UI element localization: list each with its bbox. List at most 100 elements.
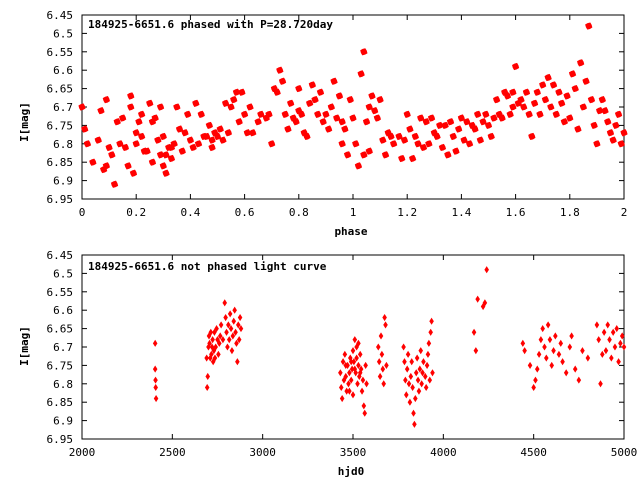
phased-data-point xyxy=(241,110,249,118)
phased-data-point xyxy=(341,125,349,133)
unphased-data-point xyxy=(216,350,221,358)
unphased-data-point xyxy=(348,358,354,366)
phased-data-point xyxy=(316,88,325,96)
phased-y-tick-label: 6.45 xyxy=(47,9,74,22)
unphased-data-point xyxy=(360,376,366,384)
phased-data-point xyxy=(186,136,194,144)
phased-x-tick-label: 0 xyxy=(79,206,86,219)
phased-data-point xyxy=(566,114,574,122)
unphased-data-point xyxy=(210,336,215,344)
phased-data-point xyxy=(577,59,585,67)
unphased-x-tick-label: 5000 xyxy=(611,446,638,459)
phased-data-point xyxy=(216,125,224,133)
phased-data-point xyxy=(148,158,157,166)
unphased-data-point xyxy=(551,347,556,355)
unphased-x-tick-label: 2500 xyxy=(159,446,186,459)
phased-light-curve-panel: 184925-6651.6 phased with P=28.720day ph… xyxy=(18,9,628,238)
phased-data-point xyxy=(449,132,457,141)
phased-data-point xyxy=(362,118,371,126)
phased-data-point xyxy=(560,118,568,126)
unphased-data-point xyxy=(405,350,411,358)
phased-data-point xyxy=(598,96,606,104)
unphased-y-tick-label: 6.6 xyxy=(53,304,73,317)
phased-data-point xyxy=(287,99,295,107)
unphased-data-point xyxy=(217,332,223,340)
unphased-data-point xyxy=(471,328,477,336)
phased-data-point xyxy=(455,125,463,133)
phased-data-point xyxy=(503,92,512,100)
phased-data-point xyxy=(493,96,501,104)
unphased-data-point xyxy=(226,336,232,344)
phased-data-point xyxy=(243,129,251,137)
phased-data-point xyxy=(387,132,395,141)
unphased-data-point xyxy=(225,343,230,351)
phased-data-point xyxy=(295,85,303,93)
phased-data-point xyxy=(563,92,571,100)
phased-data-point xyxy=(146,99,154,107)
unphased-data-point xyxy=(418,347,424,355)
phased-data-point xyxy=(338,118,346,126)
phased-data-point xyxy=(617,140,625,148)
unphased-data-point xyxy=(411,409,416,417)
phased-data-point xyxy=(419,143,428,152)
phased-data-point xyxy=(593,140,601,148)
unphased-data-point xyxy=(522,347,527,355)
unphased-data-point xyxy=(377,372,383,380)
phased-data-point xyxy=(138,110,146,118)
phased-data-point xyxy=(227,103,235,111)
phased-data-point xyxy=(552,110,560,118)
unphased-data-point xyxy=(346,380,351,388)
unphased-data-point xyxy=(612,343,618,351)
phased-data-point xyxy=(333,114,341,122)
phased-y-tick-label: 6.9 xyxy=(53,175,73,188)
unphased-data-point xyxy=(527,361,533,369)
phased-data-point xyxy=(151,114,159,122)
unphased-y-tick-label: 6.85 xyxy=(47,396,74,409)
phased-data-point xyxy=(278,77,287,85)
phased-data-point xyxy=(579,103,587,111)
phased-data-point xyxy=(219,136,227,144)
unphased-data-point xyxy=(409,358,414,366)
phased-data-point xyxy=(138,132,146,141)
phased-data-point xyxy=(614,110,623,118)
phased-x-tick-label: 0.8 xyxy=(289,206,309,219)
unphased-data-point xyxy=(540,325,545,333)
unphased-data-point xyxy=(544,354,549,362)
unphased-y-tick-label: 6.8 xyxy=(53,378,73,391)
unphased-data-point xyxy=(605,321,611,329)
unphased-data-point xyxy=(347,387,352,395)
phased-data-point xyxy=(406,125,414,133)
phased-data-point xyxy=(482,110,490,118)
phased-data-point xyxy=(555,88,563,96)
phased-data-point xyxy=(127,103,135,111)
unphased-data-point xyxy=(422,372,428,380)
unphased-data-point xyxy=(423,383,429,392)
unphased-data-point xyxy=(414,354,420,362)
phased-data-point xyxy=(178,147,186,155)
unphased-data-point xyxy=(212,354,218,362)
unphased-data-point xyxy=(364,380,369,388)
unphased-data-point xyxy=(152,339,158,347)
phased-data-point xyxy=(156,151,165,159)
phased-data-point xyxy=(181,129,189,137)
phased-data-point xyxy=(528,132,536,141)
phased-data-point xyxy=(159,162,167,170)
unphased-y-tick-label: 6.65 xyxy=(47,323,74,336)
phased-data-point xyxy=(471,125,479,133)
unphased-data-point xyxy=(217,339,222,347)
phased-data-point xyxy=(113,118,121,126)
unphased-data-point xyxy=(417,365,423,373)
phased-data-point xyxy=(143,147,151,155)
unphased-data-point xyxy=(359,387,365,395)
phased-data-point xyxy=(292,118,300,126)
phased-data-point xyxy=(609,136,617,144)
unphased-data-point xyxy=(603,347,609,355)
phased-data-point xyxy=(582,77,590,85)
phased-data-point xyxy=(203,132,211,141)
phased-data-point xyxy=(232,88,241,96)
phased-data-point xyxy=(446,118,455,126)
phased-data-point xyxy=(83,140,92,148)
phased-data-point xyxy=(452,147,460,155)
unphased-data-point xyxy=(404,391,409,399)
unphased-data-point xyxy=(408,372,414,380)
